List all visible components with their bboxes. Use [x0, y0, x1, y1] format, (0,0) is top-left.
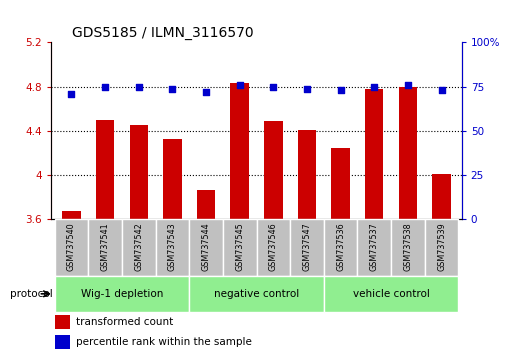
Point: [235, 82, 244, 88]
Bar: [324, 219, 358, 276]
Bar: [358, 219, 391, 276]
Bar: [197, 190, 215, 219]
Bar: [264, 121, 283, 219]
Bar: [62, 211, 81, 219]
Bar: [55, 219, 88, 276]
Point: [134, 84, 143, 90]
Bar: [189, 219, 223, 276]
Bar: [324, 276, 458, 312]
Text: negative control: negative control: [214, 289, 299, 299]
Bar: [155, 219, 189, 276]
Bar: [129, 125, 148, 219]
Text: percentile rank within the sample: percentile rank within the sample: [76, 337, 252, 347]
Text: GSM737541: GSM737541: [101, 222, 110, 271]
Bar: [223, 219, 256, 276]
Text: vehicle control: vehicle control: [352, 289, 429, 299]
Bar: [55, 315, 70, 329]
Point: [269, 84, 278, 90]
Bar: [399, 87, 417, 219]
Bar: [290, 219, 324, 276]
Text: GSM737537: GSM737537: [370, 222, 379, 271]
Bar: [189, 276, 324, 312]
Bar: [55, 335, 70, 348]
Bar: [432, 174, 451, 219]
Point: [438, 87, 446, 93]
Point: [337, 87, 345, 93]
Bar: [391, 219, 425, 276]
Text: GSM737540: GSM737540: [67, 222, 76, 271]
Bar: [230, 84, 249, 219]
Point: [404, 82, 412, 88]
Text: GDS5185 / ILMN_3116570: GDS5185 / ILMN_3116570: [72, 26, 253, 40]
Text: transformed count: transformed count: [76, 318, 173, 327]
Bar: [122, 219, 155, 276]
Point: [303, 86, 311, 91]
Bar: [88, 219, 122, 276]
Bar: [331, 148, 350, 219]
Text: GSM737539: GSM737539: [437, 222, 446, 271]
Text: GSM737546: GSM737546: [269, 222, 278, 271]
Bar: [163, 139, 182, 219]
Text: GSM737545: GSM737545: [235, 222, 244, 271]
Text: protocol: protocol: [10, 289, 53, 299]
Text: GSM737544: GSM737544: [202, 222, 210, 271]
Bar: [256, 219, 290, 276]
Text: GSM737538: GSM737538: [403, 222, 412, 271]
Text: Wig-1 depletion: Wig-1 depletion: [81, 289, 163, 299]
Bar: [96, 120, 114, 219]
Bar: [55, 276, 189, 312]
Point: [101, 84, 109, 90]
Bar: [425, 219, 458, 276]
Bar: [298, 130, 316, 219]
Bar: [365, 89, 384, 219]
Point: [67, 91, 75, 97]
Text: GSM737547: GSM737547: [303, 222, 311, 271]
Point: [168, 86, 176, 91]
Point: [202, 89, 210, 95]
Text: GSM737542: GSM737542: [134, 222, 143, 271]
Point: [370, 84, 379, 90]
Text: GSM737536: GSM737536: [336, 222, 345, 271]
Text: GSM737543: GSM737543: [168, 222, 177, 271]
